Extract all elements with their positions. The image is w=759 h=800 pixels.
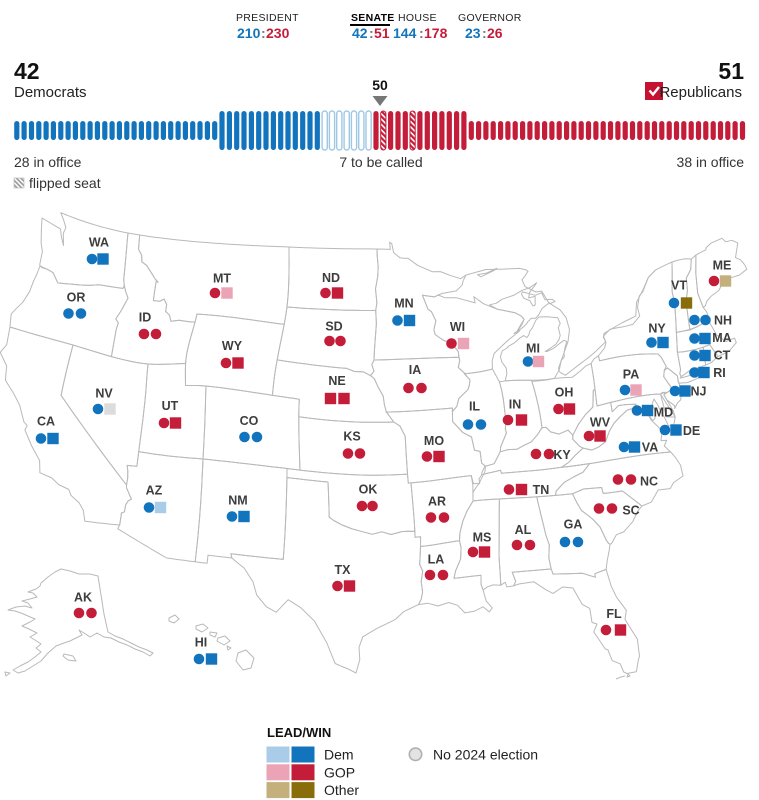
svg-text:Dem: Dem xyxy=(324,747,354,763)
svg-text::: : xyxy=(419,25,424,41)
svg-text:CO: CO xyxy=(240,414,259,428)
svg-text:KY: KY xyxy=(553,448,571,462)
svg-text:SC: SC xyxy=(622,504,639,518)
svg-text:51: 51 xyxy=(718,58,744,84)
svg-text:IN: IN xyxy=(509,398,522,412)
svg-text:NV: NV xyxy=(95,387,113,401)
svg-text:LA: LA xyxy=(428,553,445,567)
svg-text:ND: ND xyxy=(322,271,340,285)
svg-text:MO: MO xyxy=(424,434,444,448)
svg-text:23: 23 xyxy=(465,25,481,41)
svg-text:GOP: GOP xyxy=(324,764,355,780)
svg-text:230: 230 xyxy=(266,25,290,41)
svg-text:PRESIDENT: PRESIDENT xyxy=(236,12,299,24)
svg-text:WV: WV xyxy=(590,416,611,430)
svg-text:50: 50 xyxy=(372,77,388,93)
svg-text:CA: CA xyxy=(37,415,55,429)
svg-text:Other: Other xyxy=(324,782,359,798)
svg-text:WY: WY xyxy=(222,339,243,353)
svg-text:TN: TN xyxy=(533,483,550,497)
svg-text:SD: SD xyxy=(325,320,342,334)
svg-text:KS: KS xyxy=(343,430,360,444)
svg-text::: : xyxy=(369,25,374,41)
svg-text:FL: FL xyxy=(606,607,622,621)
svg-text:42: 42 xyxy=(14,58,40,84)
svg-text:UT: UT xyxy=(162,399,179,413)
svg-text:NH: NH xyxy=(714,314,732,328)
svg-text:RI: RI xyxy=(713,366,726,380)
svg-text:DE: DE xyxy=(683,424,700,438)
svg-text:OK: OK xyxy=(359,483,378,497)
svg-text:AR: AR xyxy=(428,495,446,509)
svg-text:PA: PA xyxy=(623,368,639,382)
svg-text:IA: IA xyxy=(409,363,422,377)
svg-text:VT: VT xyxy=(671,279,687,293)
svg-text:OH: OH xyxy=(555,386,574,400)
svg-text:NJ: NJ xyxy=(691,385,707,399)
svg-text:210: 210 xyxy=(237,25,261,41)
svg-text:OR: OR xyxy=(67,291,86,305)
svg-text:AL: AL xyxy=(515,523,532,537)
svg-text:GOVERNOR: GOVERNOR xyxy=(458,12,522,24)
svg-text:ID: ID xyxy=(139,311,152,325)
svg-text:TX: TX xyxy=(335,563,352,577)
svg-text:42: 42 xyxy=(352,25,368,41)
svg-text:MN: MN xyxy=(394,297,413,311)
svg-text:MS: MS xyxy=(473,531,492,545)
svg-text:144: 144 xyxy=(393,25,417,41)
svg-text::: : xyxy=(482,25,487,41)
svg-text:NC: NC xyxy=(640,475,658,489)
svg-text:GA: GA xyxy=(564,518,583,532)
svg-text:26: 26 xyxy=(487,25,503,41)
svg-text:NM: NM xyxy=(228,494,247,508)
svg-text:38 in office: 38 in office xyxy=(677,154,745,170)
svg-text:ME: ME xyxy=(713,259,732,273)
svg-text:51: 51 xyxy=(374,25,390,41)
svg-text:MD: MD xyxy=(654,406,673,420)
svg-text:WA: WA xyxy=(89,236,109,250)
svg-text:7 to be called: 7 to be called xyxy=(339,154,422,170)
svg-text:MI: MI xyxy=(526,342,540,356)
svg-text:NY: NY xyxy=(648,322,666,336)
svg-text:HOUSE: HOUSE xyxy=(398,12,437,24)
svg-text:VA: VA xyxy=(642,441,658,455)
svg-text:28 in office: 28 in office xyxy=(14,154,82,170)
svg-text:AZ: AZ xyxy=(146,484,163,498)
svg-text:CT: CT xyxy=(714,349,731,363)
svg-text:HI: HI xyxy=(195,636,208,650)
svg-text:SENATE: SENATE xyxy=(351,12,395,24)
svg-text:NE: NE xyxy=(328,374,345,388)
svg-text:MA: MA xyxy=(712,331,731,345)
svg-text:flipped seat: flipped seat xyxy=(29,175,101,191)
svg-text:Democrats: Democrats xyxy=(14,84,87,101)
svg-text:LEAD/WIN: LEAD/WIN xyxy=(267,725,331,740)
svg-text:AK: AK xyxy=(74,591,92,605)
svg-text:IL: IL xyxy=(469,400,480,414)
svg-text::: : xyxy=(261,25,266,41)
svg-text:Republicans: Republicans xyxy=(659,84,742,101)
svg-text:WI: WI xyxy=(450,320,465,334)
svg-text:No 2024 election: No 2024 election xyxy=(433,747,538,763)
svg-text:178: 178 xyxy=(424,25,448,41)
svg-text:MT: MT xyxy=(213,272,231,286)
